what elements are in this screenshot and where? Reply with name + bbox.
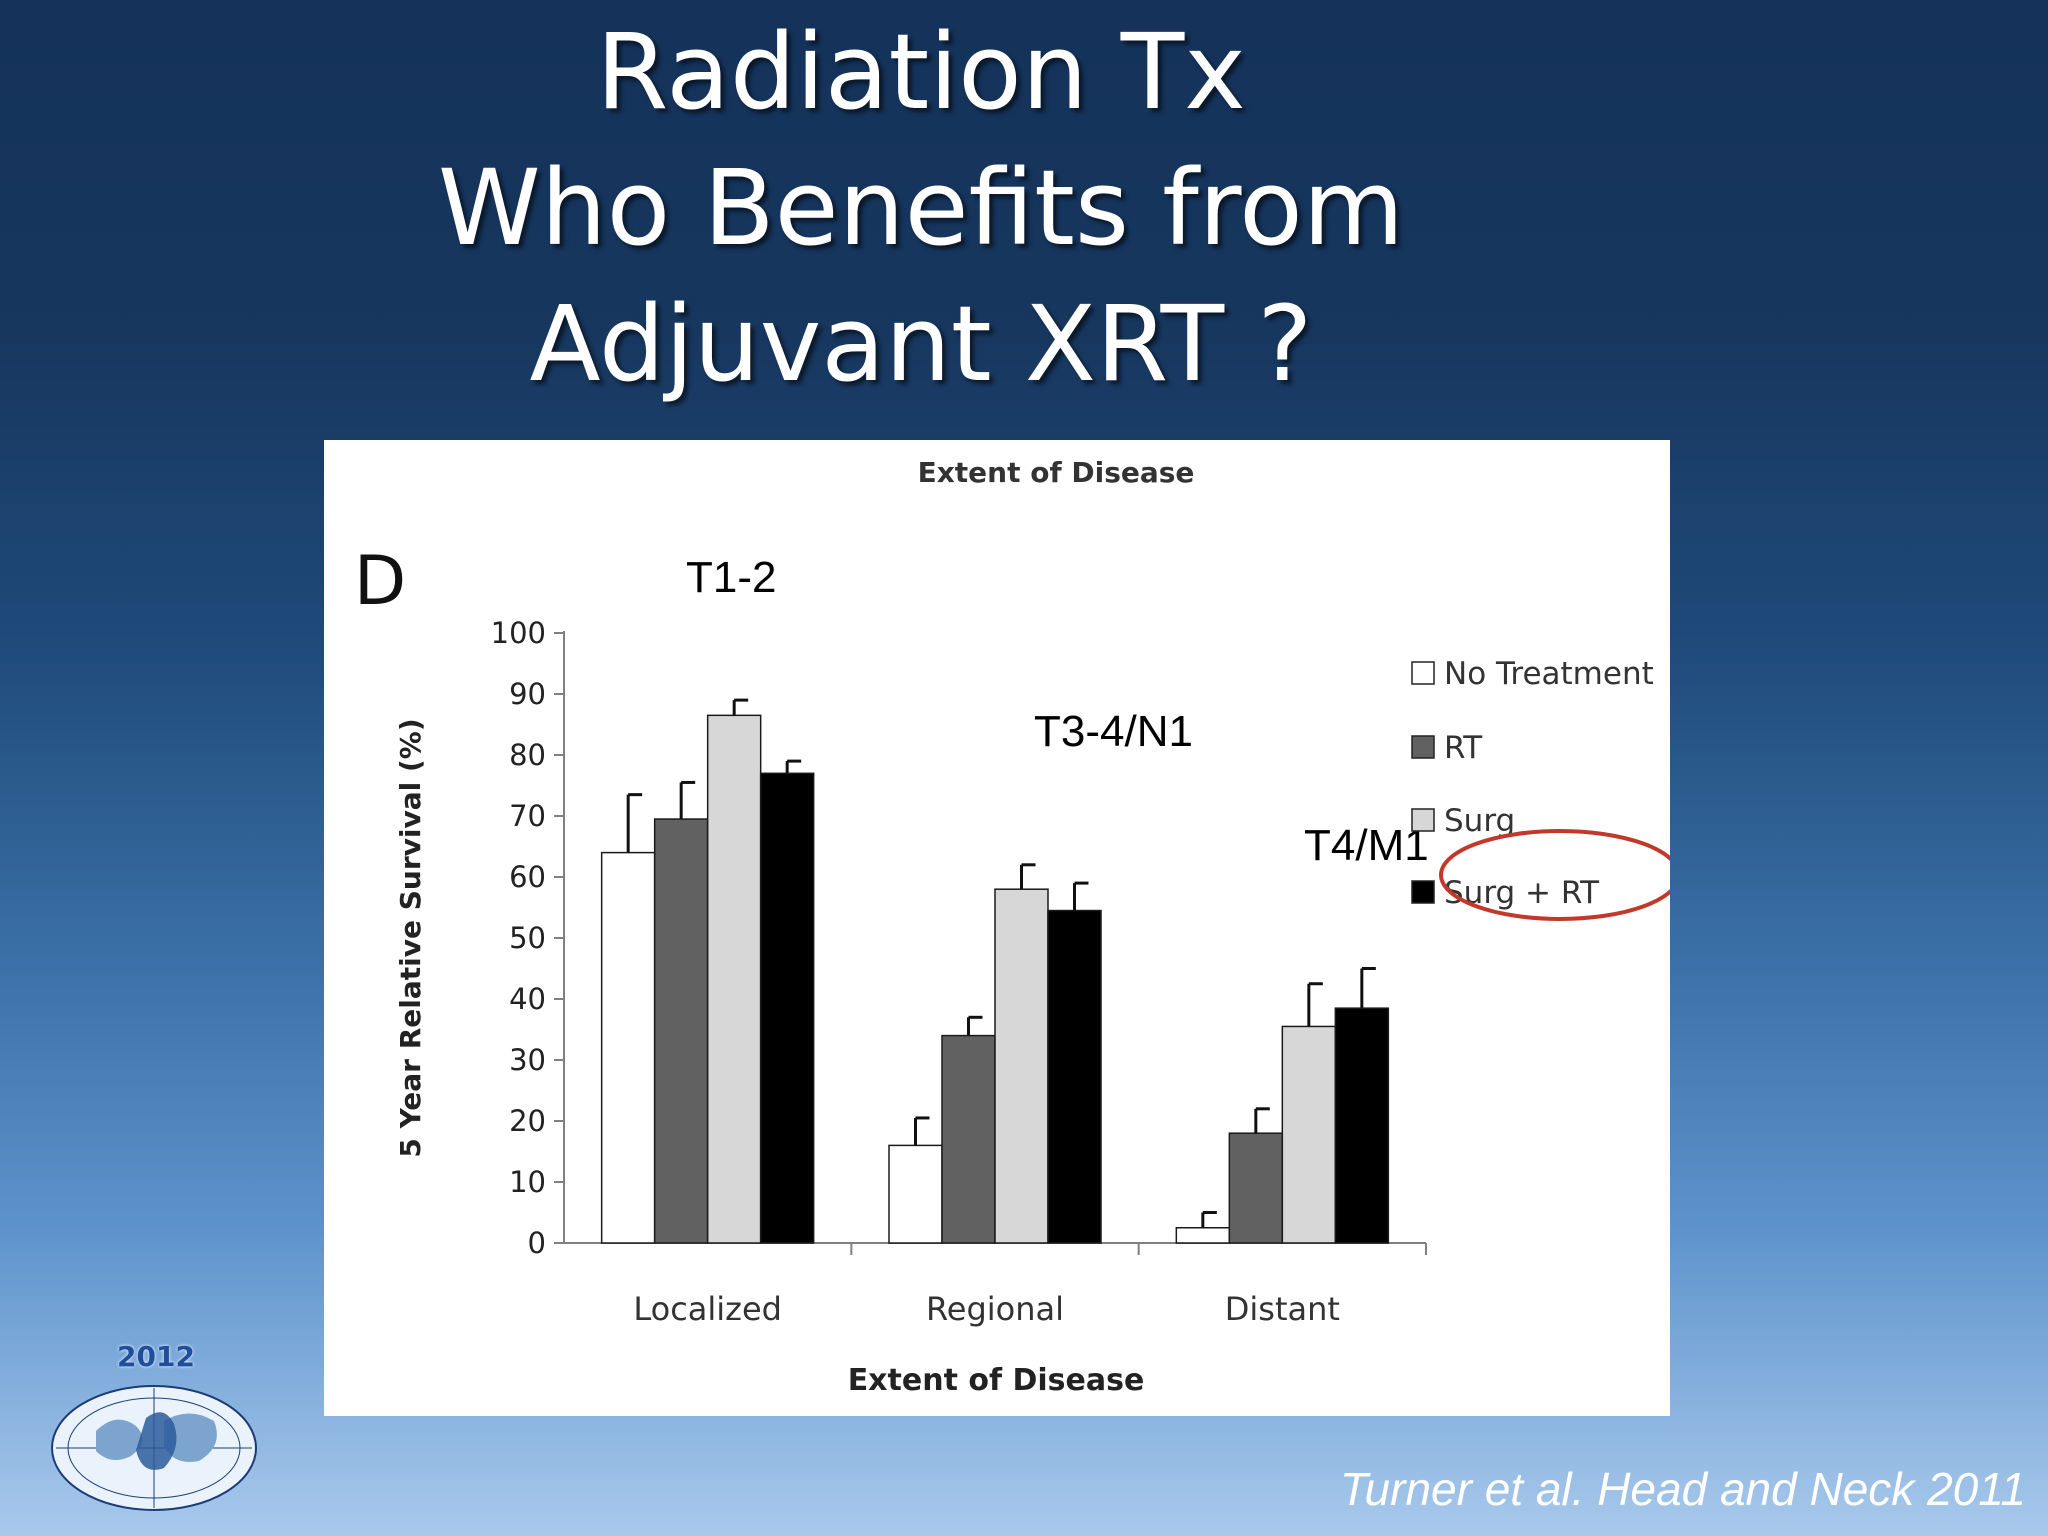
- bar-surg: [706, 714, 762, 1244]
- title-line-2: Who Benefits from: [437, 147, 1405, 269]
- legend-label: Surg: [1444, 803, 1515, 839]
- y-tick-label: 90: [509, 677, 546, 711]
- panel-label: D: [354, 542, 406, 621]
- title-line-1: Radiation Tx: [596, 11, 1246, 133]
- bar-surg: [994, 888, 1049, 1244]
- legend-swatch: [1411, 661, 1435, 685]
- chart-title: Extent of Disease: [918, 456, 1195, 489]
- title-line-3: Adjuvant XRT ?: [529, 283, 1313, 405]
- ifhnos-logo: 2012: [36, 1336, 276, 1532]
- bar-no-treatment: [600, 851, 656, 1244]
- x-category-label: Regional: [926, 1290, 1064, 1328]
- y-tick-label: 30: [509, 1043, 546, 1077]
- legend-swatch: [1411, 880, 1435, 904]
- bar-rt: [1228, 1132, 1284, 1244]
- legend-swatch: [1411, 808, 1435, 832]
- bar-no-treatment: [888, 1144, 943, 1244]
- globe-logo-icon: [51, 1385, 257, 1511]
- bar-chart: Extent of Disease D 0 10 20 30 40 50 60 70 80 90 100…: [354, 456, 1670, 1398]
- bar-no-treatment: [1175, 1227, 1231, 1244]
- legend-label: Surg + RT: [1444, 875, 1600, 911]
- bar-rt: [941, 1034, 996, 1244]
- y-tick-label: 20: [509, 1104, 546, 1138]
- bar-surg-rt: [1047, 909, 1102, 1244]
- x-category-label: Localized: [633, 1290, 782, 1328]
- chart-panel: Extent of Disease D 0 10 20 30 40 50 60 70 80 90 100…: [324, 440, 1670, 1416]
- stage-annotation: T4/M1: [1304, 821, 1429, 870]
- citation: Turner et al. Head and Neck 2011: [1339, 1463, 2026, 1515]
- logo-year: 2012: [117, 1340, 195, 1373]
- slide-title: Radiation Tx Who Benefits from Adjuvant …: [0, 4, 1842, 412]
- stage-annotation: T3-4/N1: [1034, 707, 1193, 756]
- y-tick-label: 80: [509, 738, 546, 772]
- y-tick-label: 100: [491, 616, 546, 650]
- bar-surg-rt: [759, 772, 815, 1244]
- y-tick-label: 0: [528, 1226, 546, 1260]
- y-tick-label: 70: [509, 799, 546, 833]
- y-tick-label: 10: [509, 1165, 546, 1199]
- y-axis-label: 5 Year Relative Survival (%): [394, 718, 427, 1157]
- y-tick-label: 50: [509, 921, 546, 955]
- legend-label: RT: [1444, 730, 1483, 766]
- legend-label: No Treatment: [1444, 656, 1654, 692]
- y-tick-label: 40: [509, 982, 546, 1016]
- highlight-circle: [1439, 829, 1670, 921]
- bar-rt: [653, 818, 709, 1244]
- y-tick-label: 60: [509, 860, 546, 894]
- bar-surg-rt: [1334, 1007, 1390, 1244]
- stage-annotation: T1-2: [686, 553, 776, 602]
- bar-surg: [1281, 1025, 1337, 1244]
- x-category-label: Distant: [1225, 1290, 1340, 1328]
- x-axis-label: Extent of Disease: [848, 1363, 1145, 1398]
- legend-swatch: [1411, 735, 1435, 759]
